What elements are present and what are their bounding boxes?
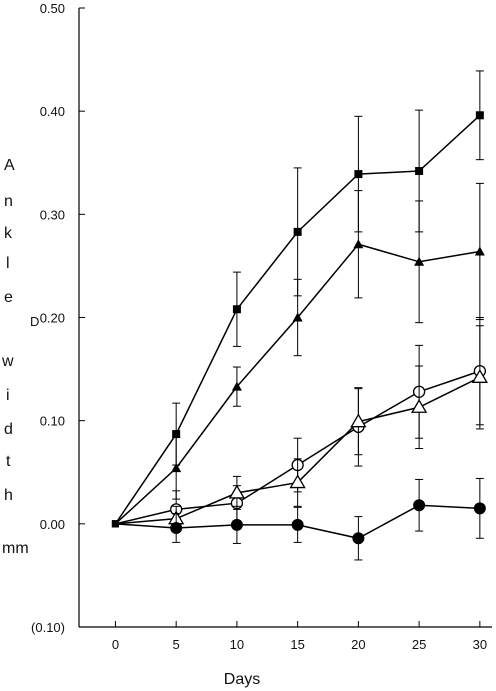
y-axis-label-letter: e (4, 289, 13, 306)
data-point (354, 170, 363, 179)
x-tick-label: 25 (412, 637, 426, 652)
y-tick-label: 0.50 (40, 1, 65, 16)
data-point (230, 518, 243, 531)
x-tick-label: 5 (173, 637, 180, 652)
y-axis-label-letter: t (6, 453, 11, 470)
series-layer (111, 70, 488, 561)
y-axis-label-letter: mm (2, 540, 29, 557)
data-point (353, 239, 364, 249)
y-axis-label-letter: i (6, 387, 10, 404)
y-tick-label: 0.20 (40, 311, 65, 326)
y-tick-label: 0.00 (40, 517, 65, 532)
data-point (291, 518, 304, 531)
y-axis-label-letter: w (1, 353, 14, 370)
data-point (474, 246, 485, 256)
data-point (413, 499, 426, 512)
data-point (171, 463, 182, 473)
y-axis-label-letter: l (6, 255, 10, 272)
x-axis-label: Days (224, 671, 260, 688)
data-point (289, 474, 306, 489)
series-triangle-open (111, 325, 488, 532)
x-tick-label: 20 (351, 637, 365, 652)
y-axis-label-letter: D (30, 314, 39, 329)
axes (78, 8, 492, 628)
data-point (414, 256, 425, 266)
y-axis-label-letter: d (4, 421, 13, 438)
data-point (475, 111, 484, 120)
series-circle-open (111, 317, 487, 529)
data-point (292, 312, 303, 322)
x-tick-label: 10 (230, 637, 244, 652)
data-point (172, 430, 181, 439)
data-point (111, 520, 119, 528)
x-tick-label: 15 (290, 637, 304, 652)
data-point (410, 398, 428, 413)
data-point (228, 484, 246, 499)
data-point (293, 227, 302, 236)
x-tick-label: 30 (473, 637, 487, 652)
data-point (232, 305, 241, 314)
y-tick-label: 0.40 (40, 104, 65, 119)
x-axis-ticks: 0 5 10 15 20 25 30 (112, 621, 487, 652)
x-tick-label: 0 (112, 637, 119, 652)
data-point (350, 413, 367, 428)
data-point (352, 532, 365, 545)
y-tick-label: 0.30 (40, 207, 65, 222)
y-tick-label: (0.10) (31, 620, 65, 635)
y-axis-label-letter: n (4, 193, 13, 210)
data-point (471, 369, 488, 383)
y-axis-label-letter: k (4, 225, 13, 242)
y-axis-label-letter: A (4, 157, 15, 174)
data-point (170, 521, 183, 534)
y-axis-ticks: 0.50 0.40 0.30 0.20 0.10 0.00 (0.10) (31, 1, 85, 635)
series-circle-filled (111, 477, 486, 561)
y-tick-label: 0.10 (40, 414, 65, 429)
y-axis-label-letter: h (4, 487, 13, 504)
data-point (415, 167, 424, 176)
data-point (231, 381, 242, 391)
data-point (473, 502, 486, 515)
